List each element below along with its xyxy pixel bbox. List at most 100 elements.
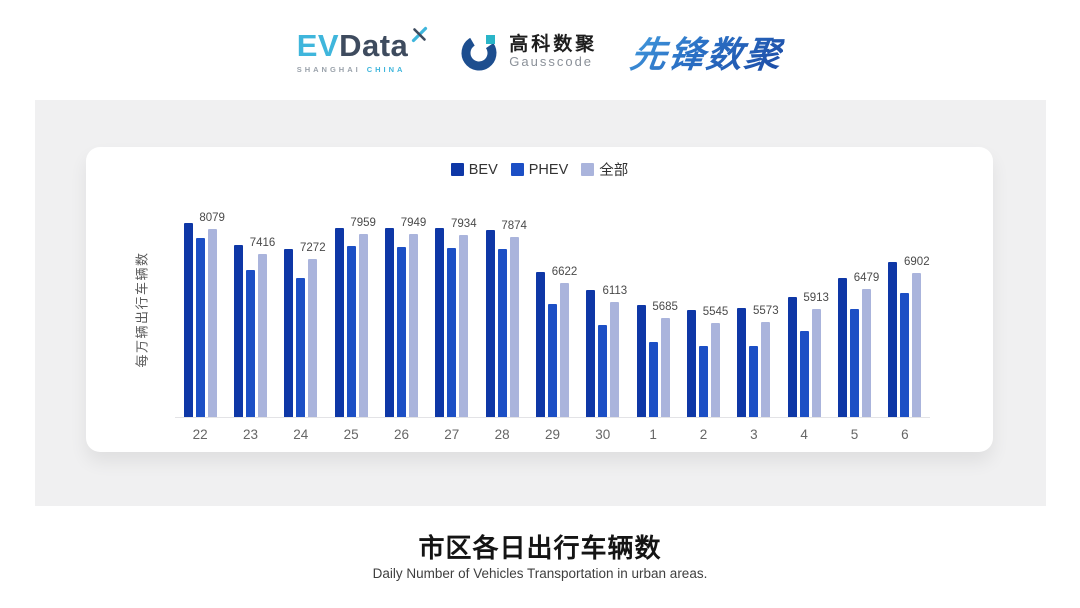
bar-bev[interactable]	[435, 227, 445, 417]
bar-value-label: 5545	[702, 306, 729, 318]
bar-group: 6622	[527, 200, 577, 417]
bar-all[interactable]	[559, 283, 569, 417]
bar-phev[interactable]	[799, 331, 809, 417]
bar-group: 5913	[779, 200, 829, 417]
bar-all[interactable]	[861, 288, 871, 417]
x-axis-label: 6	[901, 427, 909, 442]
bar-bev[interactable]	[787, 296, 797, 417]
bar-all[interactable]	[459, 234, 469, 417]
bar-bev[interactable]	[535, 272, 545, 417]
bar-all[interactable]	[308, 259, 318, 417]
plot-area: 8079 7416 7272 7959 7949 7934 7874 6622 6113 5685…	[175, 200, 930, 418]
x-axis-label: 27	[444, 427, 460, 442]
bar-value-label: 5573	[753, 304, 779, 317]
gausscode-cn-text: 高科数聚	[509, 33, 598, 55]
bar-all[interactable]	[257, 253, 267, 417]
bar-phev[interactable]	[195, 237, 205, 417]
chart-subtitle: Daily Number of Vehicles Transportation …	[372, 566, 708, 581]
bar-group: 5573	[729, 200, 779, 417]
bar-group: 7416	[225, 200, 275, 417]
legend-item-all[interactable]: 全部	[581, 159, 628, 180]
bar-phev[interactable]	[396, 246, 406, 417]
xianfeng-logo: 先锋数聚	[628, 26, 787, 78]
bar-value-label: 7959	[350, 216, 376, 229]
x-axis-label: 5	[850, 427, 859, 442]
x-axis-label: 25	[343, 427, 359, 442]
bar-group: 6113	[578, 200, 628, 417]
bar-phev[interactable]	[598, 324, 608, 417]
legend-swatch-icon	[581, 163, 595, 176]
bar-all[interactable]	[207, 229, 217, 417]
x-axis-label: 23	[242, 427, 258, 442]
bar-value-label: 5913	[803, 292, 829, 305]
bar-bev[interactable]	[233, 244, 243, 417]
bar-all[interactable]	[811, 309, 821, 417]
bar-value-label: 8079	[199, 212, 225, 225]
gausscode-g-icon	[461, 35, 497, 71]
bar-phev[interactable]	[547, 303, 557, 417]
bar-bev[interactable]	[284, 249, 294, 417]
bar-bev[interactable]	[737, 307, 747, 417]
y-axis-title-box: 每万辆出行车辆数	[132, 200, 150, 418]
x-axis-label: 30	[595, 427, 611, 442]
x-axis-label: 4	[800, 427, 808, 442]
x-axis-label: 26	[393, 427, 409, 442]
x-axis-label: 28	[494, 427, 510, 442]
bar-phev[interactable]	[447, 247, 457, 417]
legend-item-bev[interactable]: BEV	[450, 162, 498, 178]
bar-bev[interactable]	[586, 289, 596, 417]
bar-all[interactable]	[912, 272, 922, 417]
bar-bev[interactable]	[384, 227, 394, 417]
bar-bev[interactable]	[183, 223, 193, 417]
bar-value-label: 7949	[400, 217, 427, 230]
logo-row: EVData SHANGHAI CHINA 高科数聚 Gausscode 先锋数…	[0, 14, 1080, 90]
bar-bev[interactable]	[485, 230, 495, 417]
bar-all[interactable]	[761, 321, 771, 417]
bar-value-label: 7416	[249, 236, 276, 249]
bar-phev[interactable]	[849, 309, 859, 417]
bar-all[interactable]	[358, 233, 368, 417]
bar-bev[interactable]	[837, 277, 847, 417]
bar-phev[interactable]	[648, 342, 658, 417]
bar-phev[interactable]	[296, 277, 306, 417]
bar-group: 5685	[628, 200, 678, 417]
evdata-china-text: CHINA	[366, 65, 406, 74]
legend-swatch-icon	[510, 163, 524, 176]
bar-all[interactable]	[408, 234, 418, 417]
bar-phev[interactable]	[497, 248, 507, 417]
bar-group: 7949	[376, 200, 426, 417]
bar-phev[interactable]	[749, 346, 759, 417]
chart-title: 市区各日出行车辆数	[418, 533, 662, 563]
bar-group: 7874	[477, 200, 527, 417]
gausscode-logo: 高科数聚 Gausscode	[460, 32, 597, 72]
bar-value-label: 5685	[652, 300, 678, 313]
x-axis-labels: 22 23 24 25 26 27 28 29 30 1 2 3 4 5 6	[175, 427, 930, 442]
evdata-logo: EVData SHANGHAI CHINA	[297, 26, 428, 74]
bar-group: 7934	[427, 200, 477, 417]
chart-card: BEV PHEV 全部 每万辆出行车辆数 8079 7416 7272 7959 7949 7…	[86, 147, 993, 452]
bar-all[interactable]	[710, 323, 720, 417]
bar-phev[interactable]	[900, 292, 910, 417]
bar-bev[interactable]	[888, 261, 898, 417]
bar-bev[interactable]	[636, 304, 646, 417]
evdata-wordmark: EVData	[297, 30, 409, 61]
bar-all[interactable]	[610, 302, 620, 417]
x-axis-label: 22	[192, 427, 208, 442]
bar-bev[interactable]	[334, 227, 344, 417]
bar-phev[interactable]	[245, 269, 255, 417]
evdata-x-icon	[412, 26, 428, 43]
x-axis-label: 3	[750, 427, 758, 442]
bar-bev[interactable]	[686, 309, 696, 417]
x-axis-label: 29	[544, 427, 560, 442]
bar-group: 6479	[829, 200, 879, 417]
bar-all[interactable]	[660, 317, 670, 417]
evdata-data-text: Data	[339, 28, 409, 63]
bar-phev[interactable]	[346, 245, 356, 417]
x-axis-label: 24	[293, 427, 309, 442]
evdata-ev-text: EV	[296, 28, 340, 63]
legend-item-phev[interactable]: PHEV	[510, 162, 568, 178]
bar-group: 6902	[880, 200, 930, 417]
bar-group: 7959	[326, 200, 376, 417]
bar-phev[interactable]	[698, 345, 708, 417]
bar-all[interactable]	[509, 236, 519, 417]
